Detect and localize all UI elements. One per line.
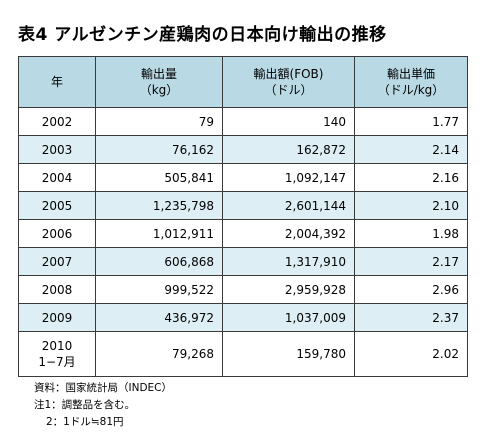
- table-row: 2008 999,522 2,959,928 2.96: [18, 275, 468, 304]
- table-row: 2005 1,235,798 2,601,144 2.10: [18, 191, 468, 220]
- value-cell: 1,317,910: [222, 247, 355, 276]
- quantity-cell: 606,868: [95, 247, 223, 276]
- value-cell: 2,601,144: [222, 191, 355, 220]
- year-text: 2007: [41, 254, 73, 269]
- value-cell: 159,780: [222, 331, 355, 377]
- table-header: 年 輸出量 （kg） 輸出額(FOB) （ドル） 輸出単価 （ドル/kg）: [18, 56, 468, 108]
- header-year: 年: [18, 56, 96, 108]
- header-unit-price-label: 輸出単価: [386, 67, 435, 81]
- value-cell: 162,872: [222, 135, 355, 164]
- year-cell: 2002: [18, 107, 96, 136]
- year-cell: 2008: [18, 275, 96, 304]
- table-row: 2004 505,841 1,092,147 2.16: [18, 163, 468, 192]
- year-text: 2002: [41, 114, 73, 129]
- table-body: 2002 79 140 1.77 2003 76,162 162,872 2.14 2004 50…: [18, 107, 468, 377]
- header-quantity-label: 輸出量: [140, 67, 177, 81]
- header-value-unit: （ドル）: [264, 83, 313, 97]
- year-cell: 2007: [18, 247, 96, 276]
- header-unit-price-unit: （ドル/kg）: [377, 83, 445, 97]
- quantity-cell: 999,522: [95, 275, 223, 304]
- footnotes: 資料：国家統計局（INDEC） 注1：調整品を含む。 2：1ドル≒81円: [34, 380, 172, 431]
- header-quantity-unit: （kg）: [139, 83, 179, 97]
- unit-price-cell: 1.77: [354, 107, 468, 136]
- table-row: 2007 606,868 1,317,910 2.17: [18, 247, 468, 276]
- unit-price-cell: 1.98: [354, 219, 468, 248]
- header-value-label: 輸出額(FOB): [253, 67, 324, 81]
- quantity-cell: 1,235,798: [95, 191, 223, 220]
- year-text: 2005: [41, 198, 73, 213]
- table-row: 2003 76,162 162,872 2.14: [18, 135, 468, 164]
- year-cell: 2006: [18, 219, 96, 248]
- quantity-cell: 1,012,911: [95, 219, 223, 248]
- value-cell: 1,092,147: [222, 163, 355, 192]
- value-cell: 2,959,928: [222, 275, 355, 304]
- year-text: 2003: [41, 142, 73, 157]
- quantity-cell: 436,972: [95, 303, 223, 332]
- value-cell: 1,037,009: [222, 303, 355, 332]
- year-cell: 2003: [18, 135, 96, 164]
- unit-price-cell: 2.16: [354, 163, 468, 192]
- year-text: 2008: [41, 282, 73, 297]
- year-text: 1−7月: [38, 355, 76, 369]
- table-row: 2002 79 140 1.77: [18, 107, 468, 136]
- export-table: 年 輸出量 （kg） 輸出額(FOB) （ドル） 輸出単価 （ドル/kg） 20…: [18, 56, 468, 377]
- unit-price-cell: 2.96: [354, 275, 468, 304]
- table-row: 2009 436,972 1,037,009 2.37: [18, 303, 468, 332]
- year-text: 2010: [41, 339, 73, 353]
- quantity-cell: 505,841: [95, 163, 223, 192]
- year-text: 2004: [41, 170, 73, 185]
- unit-price-cell: 2.14: [354, 135, 468, 164]
- unit-price-cell: 2.37: [354, 303, 468, 332]
- value-cell: 140: [222, 107, 355, 136]
- unit-price-cell: 2.17: [354, 247, 468, 276]
- year-cell: 2010 1−7月: [18, 331, 96, 377]
- year-text: 2009: [41, 310, 73, 325]
- quantity-cell: 76,162: [95, 135, 223, 164]
- source-note: 資料：国家統計局（INDEC）: [34, 382, 173, 394]
- header-quantity: 輸出量 （kg）: [95, 56, 223, 108]
- note-1: 注1：調整品を含む。: [34, 399, 136, 411]
- value-cell: 2,004,392: [222, 219, 355, 248]
- year-cell: 2009: [18, 303, 96, 332]
- header-value: 輸出額(FOB) （ドル）: [222, 56, 355, 108]
- year-cell: 2005: [18, 191, 96, 220]
- header-unit-price: 輸出単価 （ドル/kg）: [354, 56, 468, 108]
- year-text: 2006: [41, 226, 73, 241]
- table-row: 2006 1,012,911 2,004,392 1.98: [18, 219, 468, 248]
- note-2: 2：1ドル≒81円: [46, 416, 124, 428]
- quantity-cell: 79: [95, 107, 223, 136]
- unit-price-cell: 2.02: [354, 331, 468, 377]
- unit-price-cell: 2.10: [354, 191, 468, 220]
- table-row: 2010 1−7月 79,268 159,780 2.02: [18, 331, 468, 377]
- quantity-cell: 79,268: [95, 331, 223, 377]
- year-cell: 2004: [18, 163, 96, 192]
- table-title: 表4 アルゼンチン産鶏肉の日本向け輸出の推移: [18, 25, 387, 45]
